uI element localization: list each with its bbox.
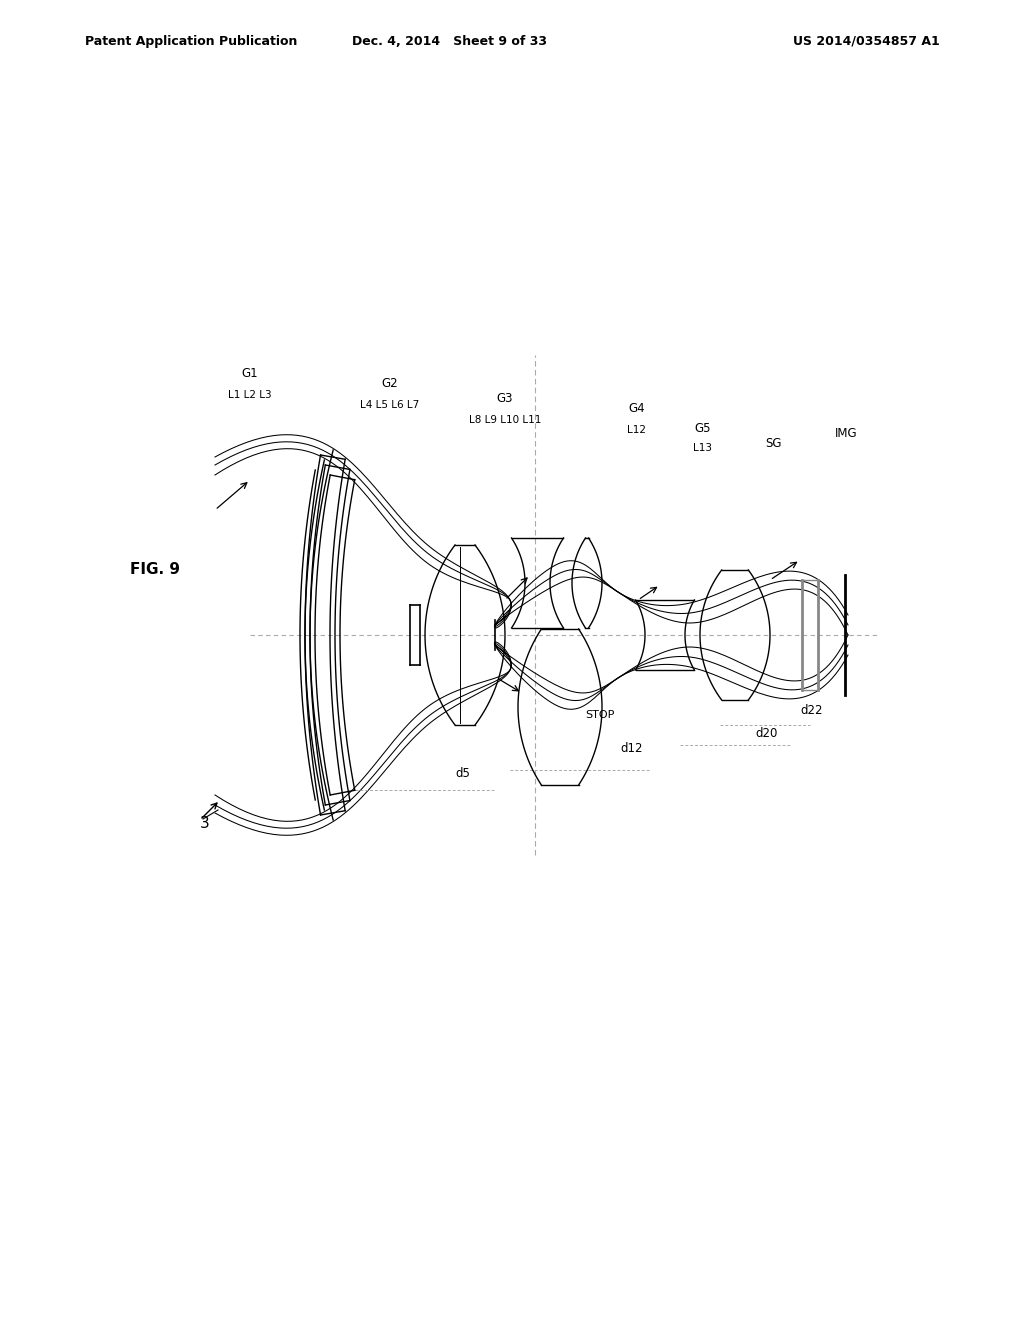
Text: L13: L13 — [693, 444, 713, 453]
Text: L12: L12 — [628, 425, 646, 436]
Text: d12: d12 — [620, 742, 642, 755]
Text: IMG: IMG — [835, 426, 858, 440]
Text: Patent Application Publication: Patent Application Publication — [85, 36, 297, 48]
Text: d5: d5 — [455, 767, 470, 780]
Text: 3: 3 — [200, 816, 210, 830]
Text: d20: d20 — [755, 727, 777, 741]
Text: L1 L2 L3: L1 L2 L3 — [228, 389, 271, 400]
Text: L4 L5 L6 L7: L4 L5 L6 L7 — [360, 400, 420, 411]
Text: G1: G1 — [242, 367, 258, 380]
Text: Dec. 4, 2014   Sheet 9 of 33: Dec. 4, 2014 Sheet 9 of 33 — [352, 36, 548, 48]
Text: SG: SG — [765, 437, 781, 450]
Text: US 2014/0354857 A1: US 2014/0354857 A1 — [794, 36, 940, 48]
Text: L8 L9 L10 L11: L8 L9 L10 L11 — [469, 414, 542, 425]
Text: d22: d22 — [800, 704, 822, 717]
Text: G5: G5 — [694, 422, 712, 436]
Text: G3: G3 — [497, 392, 513, 405]
Text: STOP: STOP — [585, 710, 614, 719]
Text: G4: G4 — [629, 403, 645, 414]
Text: FIG. 9: FIG. 9 — [130, 562, 180, 578]
Text: G2: G2 — [382, 378, 398, 389]
